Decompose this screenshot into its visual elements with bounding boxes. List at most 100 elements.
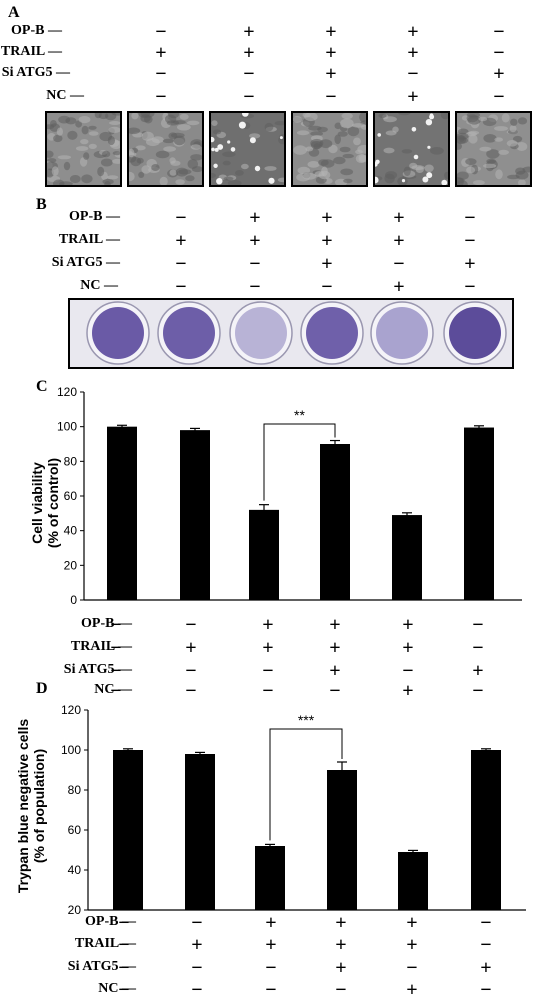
condition-sign: +: [493, 63, 505, 85]
condition-sign: +: [185, 637, 197, 659]
condition-sign: −: [175, 276, 187, 298]
y-tick-label: 80: [68, 783, 82, 797]
condition-label-si-atg5: Si ATG5 —: [51, 255, 120, 270]
condition-sign: −: [249, 276, 261, 298]
condition-sign: −: [402, 660, 414, 682]
condition-sign: −: [175, 207, 187, 229]
condition-sign: −: [480, 934, 492, 956]
condition-sign: −: [191, 979, 203, 1001]
condition-sign: −: [110, 614, 122, 636]
condition-sign: +: [406, 912, 418, 934]
condition-sign: −: [325, 86, 337, 108]
condition-label-trail: TRAIL —: [58, 232, 120, 247]
condition-sign: −: [185, 660, 197, 682]
bar: [464, 427, 494, 600]
condition-sign: +: [402, 614, 414, 636]
condition-sign: +: [325, 63, 337, 85]
stained-well: [449, 307, 501, 359]
condition-sign: −: [472, 614, 484, 636]
condition-sign: −: [118, 979, 130, 1001]
condition-sign: −: [472, 637, 484, 659]
condition-label-op-b: OP-B —: [11, 23, 62, 38]
y-tick-label: 60: [68, 823, 82, 837]
condition-sign: −: [110, 680, 122, 702]
chart-c: 0 20 40 60 80 100 120 Cell viability (% of contr…: [29, 385, 522, 607]
condition-sign: −: [493, 21, 505, 43]
condition-label-trail: TRAIL —: [74, 936, 136, 951]
condition-sign: +: [249, 230, 261, 252]
micrograph-image: [127, 111, 204, 187]
condition-sign: +: [406, 934, 418, 956]
panel-d-letter: D: [36, 680, 48, 697]
micrograph-image: [373, 111, 450, 187]
significance-label: **: [294, 407, 305, 423]
condition-sign: −: [406, 957, 418, 979]
micrograph-image: [209, 111, 286, 187]
condition-sign: −: [191, 957, 203, 979]
condition-sign: +: [472, 660, 484, 682]
condition-sign: +: [321, 207, 333, 229]
condition-label-op-b: OP-B —: [81, 616, 132, 631]
y-axis-label: (% of population): [31, 749, 47, 863]
condition-sign: +: [325, 42, 337, 64]
wells-svg: [86, 301, 507, 365]
significance-label: ***: [298, 712, 315, 728]
condition-sign: −: [155, 21, 167, 43]
condition-label-nc: NC —: [80, 278, 118, 293]
bar: [398, 852, 428, 910]
y-axis-label: Cell viability: [29, 462, 45, 544]
condition-sign: −: [155, 63, 167, 85]
condition-label-si-atg5: Si ATG5 —: [1, 65, 70, 80]
condition-sign: +: [243, 21, 255, 43]
condition-sign: +: [265, 934, 277, 956]
y-axis-label: (% of control): [45, 458, 61, 548]
condition-sign: −: [243, 63, 255, 85]
condition-sign: +: [402, 680, 414, 702]
condition-sign: −: [335, 979, 347, 1001]
condition-sign: +: [265, 912, 277, 934]
panel-a-letter: A: [8, 4, 20, 21]
y-tick-label: 40: [64, 524, 78, 538]
condition-sign: −: [407, 63, 419, 85]
panel-b-letter: B: [36, 196, 47, 213]
condition-sign: +: [155, 42, 167, 64]
condition-sign: −: [262, 660, 274, 682]
condition-sign: −: [393, 253, 405, 275]
condition-sign: +: [262, 637, 274, 659]
y-tick-label: 80: [64, 454, 78, 468]
bar: [327, 770, 357, 910]
stained-well: [92, 307, 144, 359]
condition-sign: −: [118, 934, 130, 956]
bar: [185, 754, 215, 910]
y-axis-label: Trypan blue negative cells: [15, 719, 31, 894]
y-tick-label: 120: [61, 703, 81, 717]
condition-sign: −: [329, 680, 341, 702]
condition-sign: −: [110, 660, 122, 682]
bar: [113, 750, 143, 910]
condition-sign: +: [329, 660, 341, 682]
y-tick-label: 120: [57, 385, 77, 399]
bar: [471, 750, 501, 910]
condition-sign: −: [262, 680, 274, 702]
condition-sign: +: [191, 934, 203, 956]
condition-sign: +: [321, 253, 333, 275]
condition-sign: +: [464, 253, 476, 275]
condition-label-trail: TRAIL —: [0, 44, 62, 59]
condition-sign: −: [480, 912, 492, 934]
y-tick-label: 60: [64, 489, 78, 503]
y-tick-label: 100: [61, 743, 81, 757]
condition-label-nc: NC —: [94, 682, 132, 697]
y-tick-label: 100: [57, 420, 77, 434]
stained-well: [376, 307, 428, 359]
condition-sign: +: [402, 637, 414, 659]
condition-sign: −: [175, 253, 187, 275]
bar: [392, 515, 422, 600]
condition-sign: +: [175, 230, 187, 252]
condition-sign: −: [464, 230, 476, 252]
bar: [255, 846, 285, 910]
condition-sign: +: [335, 957, 347, 979]
condition-sign: +: [321, 230, 333, 252]
condition-sign: +: [407, 21, 419, 43]
condition-sign: +: [329, 637, 341, 659]
condition-sign: −: [321, 276, 333, 298]
